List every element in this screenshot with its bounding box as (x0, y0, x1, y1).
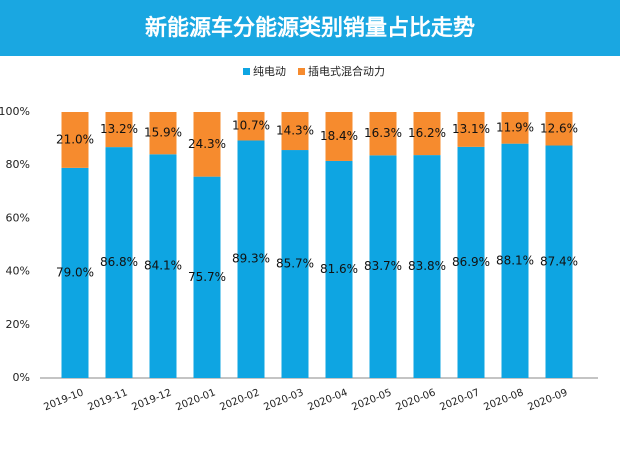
bar-segment (193, 112, 221, 177)
value-label: 81.6% (320, 262, 358, 276)
bar-segment (457, 146, 485, 378)
bar-segment (149, 154, 177, 378)
value-label: 89.3% (232, 252, 270, 266)
x-tick-label: 2020-09 (526, 387, 569, 413)
value-label: 87.4% (540, 254, 578, 268)
bar-segment (61, 167, 89, 378)
y-tick-label: 60% (6, 211, 30, 224)
chart-title: 新能源车分能源类别销量占比走势 (145, 15, 475, 41)
value-label: 75.7% (188, 270, 226, 284)
bar-segment (413, 155, 441, 378)
value-label: 79.0% (56, 265, 94, 279)
bar-segment (105, 112, 133, 148)
value-label: 13.2% (100, 122, 138, 136)
bar-segment (545, 145, 573, 378)
title-banner (0, 0, 620, 56)
x-tick-label: 2019-11 (86, 387, 129, 413)
value-label: 11.9% (496, 120, 534, 134)
bar-segment (149, 112, 177, 155)
value-label: 88.1% (496, 253, 534, 267)
legend-swatch (298, 68, 305, 75)
bar-segment (237, 112, 265, 141)
value-label: 83.7% (364, 259, 402, 273)
y-tick-label: 0% (13, 371, 30, 384)
bar-segment (457, 112, 485, 147)
bar-segment (105, 147, 133, 378)
x-tick-label: 2020-05 (350, 387, 393, 413)
bar-segment (193, 176, 221, 378)
value-label: 14.3% (276, 124, 314, 138)
x-tick-label: 2020-08 (482, 387, 525, 413)
bar-segment (325, 112, 353, 161)
y-tick-label: 80% (6, 158, 30, 171)
x-tick-label: 2020-03 (262, 387, 305, 413)
bar-segment (501, 112, 529, 144)
x-tick-label: 2020-07 (438, 387, 481, 413)
value-label: 84.1% (144, 259, 182, 273)
bar-segment (413, 112, 441, 156)
y-tick-label: 100% (0, 105, 30, 118)
value-label: 16.3% (364, 126, 402, 140)
value-label: 16.2% (408, 126, 446, 140)
value-label: 10.7% (232, 119, 270, 133)
x-tick-label: 2020-06 (394, 387, 437, 413)
y-tick-label: 20% (6, 318, 30, 331)
value-label: 85.7% (276, 257, 314, 271)
bar-segment (281, 150, 309, 378)
value-label: 13.1% (452, 122, 490, 136)
bar-segment (545, 112, 573, 146)
y-tick-label: 40% (6, 265, 30, 278)
value-label: 86.9% (452, 255, 490, 269)
value-label: 12.6% (540, 121, 578, 135)
bar-segment (281, 112, 309, 151)
bar-segment (237, 140, 265, 378)
value-label: 24.3% (188, 137, 226, 151)
bar-segment (369, 112, 397, 156)
bar-segment (325, 160, 353, 378)
value-label: 18.4% (320, 129, 358, 143)
legend-label: 插电式混合动力 (308, 64, 385, 78)
x-tick-label: 2020-04 (306, 387, 349, 413)
bar-segment (369, 155, 397, 378)
bar-segment (501, 143, 529, 378)
x-tick-label: 2020-02 (218, 387, 261, 413)
bar-segment (61, 112, 89, 168)
x-tick-label: 2019-12 (130, 387, 173, 413)
value-label: 21.0% (56, 132, 94, 146)
x-tick-label: 2019-10 (42, 387, 85, 413)
legend-swatch (243, 68, 250, 75)
legend-label: 纯电动 (253, 65, 286, 78)
value-label: 86.8% (100, 255, 138, 269)
x-tick-label: 2020-01 (174, 387, 217, 413)
value-label: 15.9% (144, 126, 182, 140)
value-label: 83.8% (408, 259, 446, 273)
